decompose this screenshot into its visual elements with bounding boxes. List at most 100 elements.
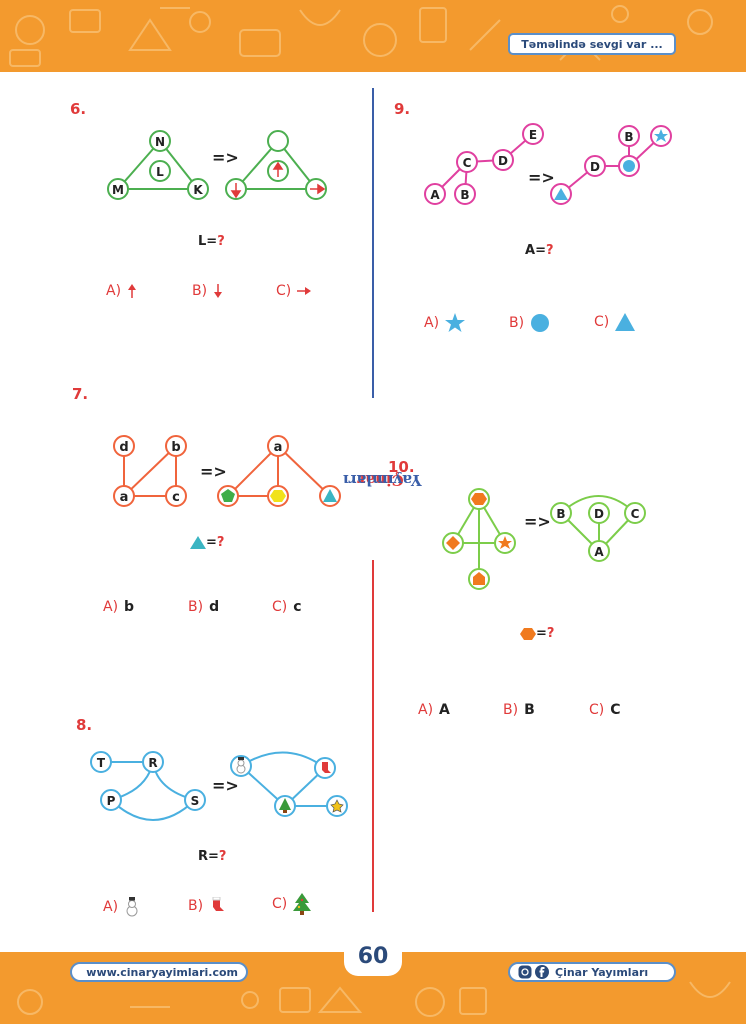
question-10-option-c[interactable]: C) C: [589, 702, 621, 718]
instagram-icon: [518, 965, 532, 979]
house-pentagon-icon: [473, 572, 485, 585]
equation-label: R: [198, 849, 209, 864]
option-letter: B): [503, 702, 519, 718]
circle-icon: [531, 314, 550, 332]
question-9-option-b[interactable]: B): [509, 313, 550, 333]
node-a-right-label: a: [274, 440, 283, 455]
star-icon: [445, 313, 466, 332]
question-8-number: 8.: [76, 716, 93, 734]
equation-q: ?: [218, 849, 227, 864]
question-10-equation: =?: [520, 626, 554, 641]
node-a-label: a: [120, 490, 129, 505]
doodle-pattern: [17, 981, 731, 1017]
option-value: A: [439, 702, 450, 718]
triangle-icon: [554, 188, 568, 200]
equation-label: L: [198, 234, 207, 249]
node-S-label: S: [191, 794, 200, 808]
equation-sign: =: [208, 849, 219, 864]
question-6-option-b[interactable]: B): [192, 283, 223, 299]
node-D-right-label: D: [590, 160, 600, 174]
option-letter: B): [188, 898, 204, 914]
node-D-label: D: [594, 507, 604, 521]
node-L-label: L: [156, 165, 164, 179]
question-6-diagram: N L M K: [107, 130, 327, 200]
right-arrow-icon: [297, 287, 312, 295]
question-10-option-a[interactable]: A) A: [418, 702, 450, 718]
right-arrow-icon: [310, 183, 326, 195]
facebook-icon: [535, 965, 549, 979]
node-N-label: N: [155, 135, 165, 149]
option-letter: A): [424, 315, 440, 331]
website-link[interactable]: www.cinaryayimlari.com: [70, 962, 248, 982]
question-7-arrow: =>: [200, 462, 227, 481]
social-link[interactable]: Çinar Yayımları: [508, 962, 676, 982]
question-7-option-b[interactable]: B) d: [188, 599, 219, 615]
option-letter: B): [188, 599, 204, 615]
header-title: Təməlində sevgi var ...: [508, 33, 676, 55]
node-R-label: R: [148, 756, 157, 770]
question-7-equation: =?: [190, 535, 224, 550]
equation-sign: =: [206, 535, 217, 550]
question-6-option-a[interactable]: A): [106, 283, 137, 299]
star-icon: [654, 129, 668, 142]
node-K: [187, 178, 209, 200]
node-M: [107, 178, 129, 200]
equation-q: ?: [545, 243, 554, 258]
question-8-option-c[interactable]: C): [272, 893, 312, 915]
question-9-diagram: E C D A B B D: [424, 123, 672, 205]
node-T-label: T: [97, 756, 106, 770]
node-C-label: C: [631, 507, 640, 521]
question-10-number: 10.: [388, 458, 415, 476]
node-E-label: E: [529, 128, 537, 142]
hexagon-icon: [471, 493, 487, 505]
question-8-equation: R=?: [198, 849, 226, 864]
question-8-option-b[interactable]: B): [188, 897, 225, 915]
question-10-option-b[interactable]: B) B: [503, 702, 535, 718]
option-letter: C): [594, 314, 610, 330]
option-value: B: [524, 702, 535, 718]
question-6-number: 6.: [70, 100, 87, 118]
diamond-icon: [446, 536, 460, 550]
question-6-option-c[interactable]: C): [276, 283, 312, 299]
question-10-diagram: B D C A: [442, 488, 646, 590]
question-9-equation: A=?: [525, 243, 554, 258]
option-letter: A): [418, 702, 434, 718]
equation-label: A: [525, 243, 536, 258]
equation-sign: =: [206, 234, 218, 249]
node-K-label: K: [193, 183, 203, 197]
question-6-equation: L=?: [198, 234, 225, 249]
hexagon-icon: [270, 490, 286, 502]
globe-icon: [81, 970, 82, 974]
up-arrow-icon: [128, 284, 137, 298]
question-9-option-c[interactable]: C): [594, 313, 636, 331]
node-B-label: B: [460, 188, 469, 202]
option-value: b: [124, 599, 135, 615]
node-L: [149, 160, 171, 182]
node-c-label: c: [172, 490, 180, 505]
question-7-option-c[interactable]: C) c: [272, 599, 302, 615]
tree-icon: [279, 798, 291, 813]
question-9-option-a[interactable]: A): [424, 313, 466, 333]
option-letter: C): [272, 896, 288, 912]
down-arrow-icon: [230, 183, 242, 199]
node-B-right-label: B: [624, 130, 633, 144]
hexagon-icon: [520, 627, 536, 640]
question-8-diagram: T R P S: [90, 751, 348, 821]
question-8-arrow: =>: [212, 776, 239, 795]
equation-q: ?: [546, 626, 555, 641]
node-d-label: d: [119, 440, 128, 455]
option-letter: C): [272, 599, 288, 615]
option-value: C: [610, 702, 621, 718]
tree-icon: [293, 893, 312, 915]
question-8-option-a[interactable]: A): [103, 897, 140, 917]
question-10-arrow: =>: [524, 512, 551, 531]
up-arrow-icon: [272, 161, 284, 177]
question-6-arrow: =>: [212, 148, 239, 167]
question-7-option-a[interactable]: A) b: [103, 599, 134, 615]
equation-q: ?: [217, 234, 225, 249]
option-letter: A): [106, 283, 122, 299]
column-divider-top: [372, 88, 374, 398]
node-M-label: M: [112, 183, 124, 197]
node-A-label: A: [594, 545, 604, 559]
page-number: 60: [357, 943, 389, 969]
